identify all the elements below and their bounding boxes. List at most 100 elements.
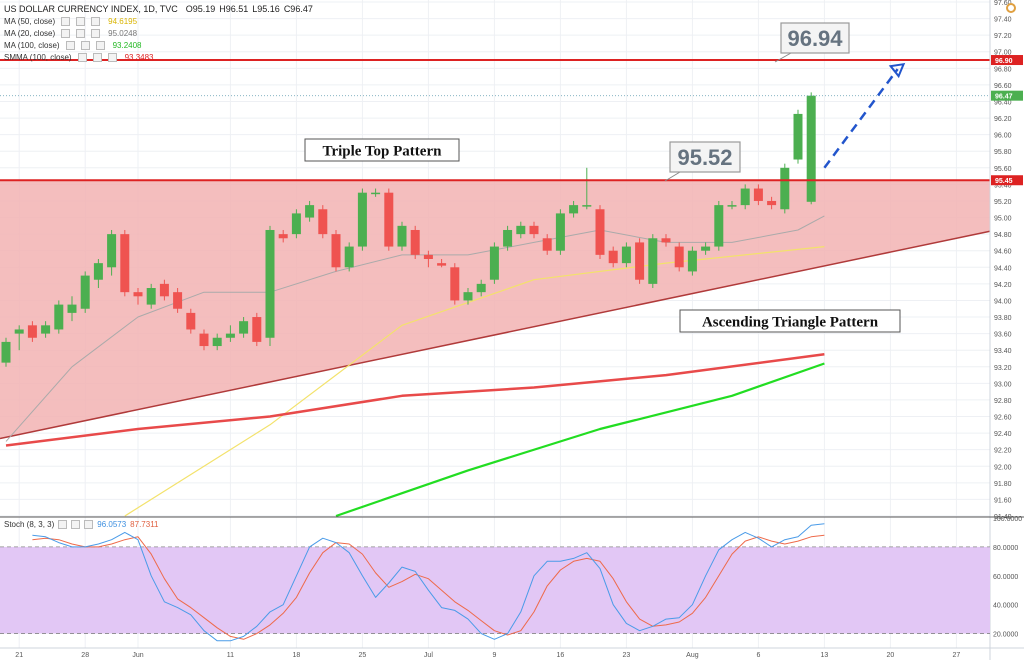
legend-close: C96.47 [283,3,313,14]
stochastic-panel: 20.0000 40.0000 60.0000 80.0000 100.0000 [0,516,1024,642]
indicator-remove-icon[interactable] [95,40,105,50]
time-tick-label: 27 [953,652,961,659]
indicator-label: MA (20, close) [4,28,56,38]
time-tick-label: 20 [887,652,895,659]
candle-body [159,283,169,297]
indicator-value: 93.3483 [124,52,154,62]
candle-body [186,312,196,330]
price-tick-label: 95.80 [994,149,1012,156]
legend-indicator-ma20[interactable]: MA (20, close) 95.0248 [4,27,313,39]
legend-low: L95.16 [252,3,280,14]
callout-mid: 95.52 [677,145,732,170]
indicator-remove-icon[interactable] [107,52,117,62]
price-tick-label: 93.00 [994,381,1012,388]
price-tick-label: 97.40 [994,17,1012,24]
chart-settings-icon[interactable] [1006,3,1016,13]
time-tick-label: Aug [686,652,699,659]
stoch-tick-label: 40.0000 [993,603,1018,610]
legend-symbol: US DOLLAR CURRENCY INDEX, 1D, TVC [4,3,178,14]
indicator-visibility-icon[interactable] [65,40,75,50]
indicator-settings-icon[interactable] [80,40,90,50]
candle-body [437,263,447,266]
indicator-remove-icon[interactable] [91,28,101,38]
price-tick-label: 95.20 [994,199,1012,206]
stoch-tick-label: 20.0000 [993,632,1018,639]
candle-body [265,229,275,338]
price-tag-high-bg [991,55,1023,66]
stoch-k-line [32,523,825,642]
candle-body [344,246,354,268]
time-tick-label: 16 [557,652,565,659]
indicator-label: SMMA (100, close) [4,52,72,62]
candle-body [199,333,209,347]
price-tick-label: 94.80 [994,232,1012,239]
candle-body [14,329,24,334]
indicator-visibility-icon[interactable] [61,28,71,38]
time-tick-label: 9 [492,652,496,659]
stoch-remove-icon[interactable] [84,520,94,529]
annotation-layer: Triple Top Pattern Ascending Triangle Pat… [304,22,901,333]
price-tick-label: 95.60 [994,166,1012,173]
candle-body [595,209,605,255]
stoch-label: Stoch (8, 3, 3) [4,520,55,529]
price-tick-label: 93.40 [994,348,1012,355]
candle-body [133,292,143,297]
candle-body [357,192,367,247]
candle-body [291,213,301,235]
time-tick-label: 28 [81,652,89,659]
indicator-settings-icon[interactable] [76,16,86,26]
candle-body [305,205,315,218]
indicator-settings-icon[interactable] [76,28,86,38]
candle-body [67,304,77,313]
stoch-settings-icon[interactable] [71,520,81,529]
candle-body [423,254,433,259]
indicator-visibility-icon[interactable] [61,16,71,26]
candle-body [252,317,262,342]
ma100-line [335,362,825,518]
candle-body [212,337,222,347]
stoch-visibility-icon[interactable] [58,520,68,529]
candle-body [107,234,117,268]
stoch-legend[interactable]: Stoch (8, 3, 3) 96.0573 87.7311 [4,520,159,529]
legend-indicator-ma50[interactable]: MA (50, close) 94.6195 [4,15,313,27]
candle-body [753,188,763,201]
indicator-visibility-icon[interactable] [77,52,87,62]
candle-body [1,341,11,363]
candle-body [331,234,341,268]
price-tick-label: 97.20 [994,33,1012,40]
candle-body [648,238,658,284]
price-tag-last-bg [991,90,1023,101]
indicator-label: MA (100, close) [4,40,60,50]
price-tick-label: 92.00 [994,464,1012,471]
indicator-settings-icon[interactable] [92,52,102,62]
indicator-value: 94.6195 [108,16,138,26]
candle-body [687,250,697,272]
legend-indicator-ma100[interactable]: MA (100, close) 93.2408 [4,39,313,51]
candle-body [239,321,249,334]
candle-body [146,288,156,305]
callout-high: 96.94 [787,26,843,51]
candle-body [173,292,183,309]
candle-body [674,246,684,268]
time-tick-label: Jul [424,652,433,659]
stoch-d-value: 87.7311 [130,520,159,529]
price-tick-label: 97.60 [994,0,1012,7]
candle-body [714,205,724,247]
price-tag-last: 96.47 [995,94,1013,101]
ascending-triangle-label-box [679,309,901,333]
price-tick-label: 92.80 [994,398,1012,405]
stoch-k-value: 96.0573 [97,520,127,529]
ascending-triangle-layer [0,180,991,440]
candle-body [318,209,328,235]
legend-indicator-smma100[interactable]: SMMA (100, close) 93.3483 [4,51,313,63]
candle-body [410,229,420,255]
price-tick-label: 95.00 [994,216,1012,223]
candle-body [27,325,37,338]
candle-body [54,304,64,330]
candle-body [806,95,816,202]
candle-layer [1,92,816,367]
indicator-remove-icon[interactable] [91,16,101,26]
candle-body [41,325,51,334]
indicator-label: MA (50, close) [4,16,56,26]
